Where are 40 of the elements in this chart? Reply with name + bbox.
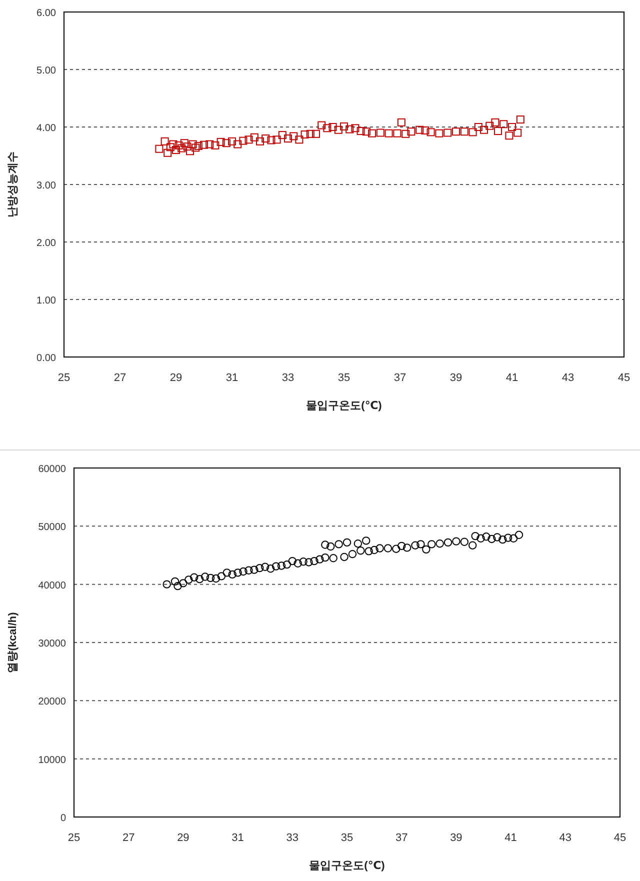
x-tick-label: 33 bbox=[282, 372, 294, 384]
y-axis-title: 난방성능계수 bbox=[7, 152, 19, 218]
y-axis-title: 열량(kcal/h) bbox=[7, 612, 19, 673]
x-tick-label: 29 bbox=[170, 372, 182, 384]
x-tick-label: 35 bbox=[340, 832, 354, 844]
y-tick-label: 40000 bbox=[38, 580, 66, 592]
x-tick-label: 39 bbox=[450, 832, 462, 844]
x-tick-label: 45 bbox=[614, 832, 626, 844]
y-tick-label: 60000 bbox=[38, 464, 66, 475]
x-tick-label: 27 bbox=[122, 832, 135, 844]
x-tick-label: 39 bbox=[450, 372, 462, 384]
y-tick-label: 5.00 bbox=[36, 66, 56, 76]
y-tick-label: 0 bbox=[60, 813, 66, 824]
y-tick-label: 20000 bbox=[38, 696, 66, 708]
x-tick-label: 25 bbox=[58, 372, 70, 384]
y-tick-label: 4.00 bbox=[36, 123, 56, 134]
y-tick-label: 30000 bbox=[38, 638, 66, 650]
x-tick-label: 45 bbox=[618, 372, 630, 384]
x-tick-label: 31 bbox=[226, 372, 238, 384]
y-tick-label: 1.00 bbox=[36, 296, 56, 306]
x-tick-label: 35 bbox=[338, 372, 350, 384]
x-tick-label: 41 bbox=[506, 372, 518, 384]
x-tick-label: 37 bbox=[394, 372, 406, 384]
x-tick-label: 31 bbox=[232, 832, 244, 844]
y-tick-label: 50000 bbox=[38, 522, 66, 534]
x-tick-label: 41 bbox=[504, 832, 517, 844]
y-tick-label: 0.00 bbox=[36, 353, 56, 364]
x-tick-label: 27 bbox=[114, 372, 126, 384]
x-axis-title: 물입구온도(℃) bbox=[306, 400, 382, 412]
x-axis-title: 물입구온도(℃) bbox=[309, 860, 386, 872]
x-tick-label: 33 bbox=[286, 832, 299, 844]
x-tick-label: 43 bbox=[559, 832, 572, 844]
y-tick-label: 6.00 bbox=[36, 8, 56, 19]
y-tick-label: 3.00 bbox=[36, 180, 56, 192]
x-tick-label: 25 bbox=[68, 832, 80, 844]
x-tick-label: 29 bbox=[177, 832, 190, 844]
x-tick-label: 43 bbox=[562, 372, 574, 384]
x-tick-label: 37 bbox=[395, 832, 408, 844]
y-tick-label: 2.00 bbox=[36, 238, 56, 249]
y-tick-label: 10000 bbox=[38, 754, 66, 766]
